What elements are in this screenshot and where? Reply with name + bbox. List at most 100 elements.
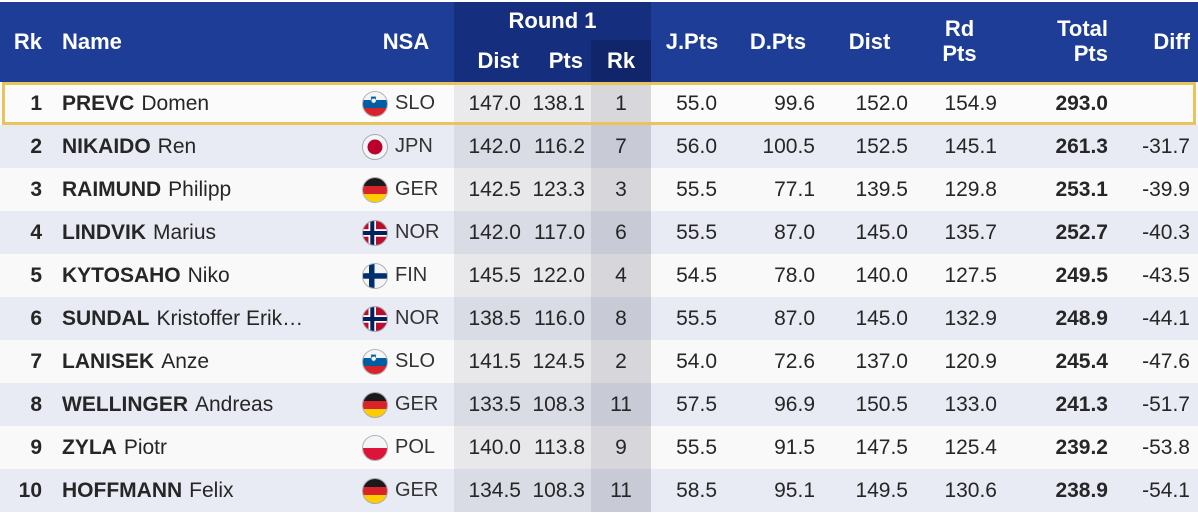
athlete-name-cell: RAIMUND Philipp xyxy=(48,168,358,211)
nsa-cell: GER xyxy=(358,383,454,426)
nsa-cell: GER xyxy=(358,168,454,211)
judge-points-cell: 55.5 xyxy=(676,177,717,201)
header-distance: Dist xyxy=(848,29,891,54)
round1-rank-cell: 1 xyxy=(591,82,651,125)
round1-rank-cell: 8 xyxy=(591,297,651,340)
header-distance-points: D.Pts xyxy=(749,29,807,54)
round1-distance-cell: 134.5 xyxy=(454,469,527,512)
round1-distance-cell: 140.0 xyxy=(454,426,527,469)
nor-flag-icon xyxy=(362,305,388,332)
total-points-cell: 252.7 xyxy=(1055,220,1108,244)
diff-cell: -53.8 xyxy=(1142,435,1190,459)
distance-cell: 152.0 xyxy=(855,91,908,115)
table-row[interactable]: 2 NIKAIDO Ren JPN 142.0 116.2 7 56.0 100.… xyxy=(0,125,1198,168)
rank-cell: 8 xyxy=(30,392,42,416)
diff-cell: -54.1 xyxy=(1142,478,1190,502)
slo-flag-icon xyxy=(362,90,388,117)
nsa-code: GER xyxy=(395,178,439,200)
distance-points-cell: 95.1 xyxy=(774,478,815,502)
distance-cell: 150.5 xyxy=(855,392,908,416)
judge-points-cell: 55.5 xyxy=(676,220,717,244)
header-round-points: Rd Pts xyxy=(942,16,977,66)
total-points-cell: 238.9 xyxy=(1055,478,1108,502)
round1-distance-cell: 147.0 xyxy=(454,82,527,125)
nsa-code: SLO xyxy=(395,92,436,114)
round1-distance-cell: 142.0 xyxy=(454,211,527,254)
round1-distance-cell: 141.5 xyxy=(454,340,527,383)
table-row[interactable]: 10 HOFFMANN Felix GER 134.5 108.3 11 58.5… xyxy=(0,469,1198,512)
total-points-cell: 253.1 xyxy=(1055,177,1108,201)
header-round1-group: Round 1 Dist Pts Rk xyxy=(454,2,651,82)
ger-flag-icon xyxy=(362,391,388,418)
nsa-code: FIN xyxy=(395,264,428,286)
nsa-code: SLO xyxy=(395,350,436,372)
rank-cell: 4 xyxy=(30,220,42,244)
table-row[interactable]: 1 PREVC Domen SLO 147.0 138.1 1 55.0 99.6… xyxy=(0,82,1198,125)
header-round1-label: Round 1 xyxy=(508,8,597,33)
nsa-cell: JPN xyxy=(358,125,454,168)
table-row[interactable]: 7 LANISEK Anze SLO 141.5 124.5 2 54.0 72.… xyxy=(0,340,1198,383)
judge-points-cell: 56.0 xyxy=(676,134,717,158)
round-points-cell: 154.9 xyxy=(944,91,997,115)
header-rank: Rk xyxy=(13,29,42,54)
total-points-cell: 248.9 xyxy=(1055,306,1108,330)
round-points-cell: 125.4 xyxy=(944,435,997,459)
distance-points-cell: 87.0 xyxy=(774,306,815,330)
table-row[interactable]: 6 SUNDAL Kristoffer Erik… NOR 138.5 116.0… xyxy=(0,297,1198,340)
rank-cell: 2 xyxy=(30,134,42,158)
athlete-given-name: Philipp xyxy=(168,177,232,201)
round-points-cell: 145.1 xyxy=(944,134,997,158)
athlete-surname: WELLINGER xyxy=(62,392,188,416)
athlete-name-cell: ZYLA Piotr xyxy=(48,426,358,469)
distance-cell: 145.0 xyxy=(855,306,908,330)
header-round1-pts: Pts xyxy=(548,48,583,73)
round1-distance-cell: 133.5 xyxy=(454,383,527,426)
distance-cell: 139.5 xyxy=(855,177,908,201)
header-round1-dist: Dist xyxy=(477,48,519,73)
table-row[interactable]: 5 KYTOSAHO Niko FIN 145.5 122.0 4 54.5 78… xyxy=(0,254,1198,297)
round1-points-cell: 116.2 xyxy=(527,125,591,168)
header-nsa: NSA xyxy=(382,29,430,54)
athlete-given-name: Kristoffer Erik… xyxy=(156,306,304,330)
distance-cell: 152.5 xyxy=(855,134,908,158)
table-row[interactable]: 4 LINDVIK Marius NOR 142.0 117.0 6 55.5 8… xyxy=(0,211,1198,254)
rank-cell: 6 xyxy=(30,306,42,330)
round1-points-cell: 138.1 xyxy=(527,82,591,125)
nsa-code: JPN xyxy=(395,135,433,157)
nsa-code: NOR xyxy=(395,307,440,329)
round1-distance-cell: 142.5 xyxy=(454,168,527,211)
diff-cell: -43.5 xyxy=(1142,263,1190,287)
round-points-cell: 130.6 xyxy=(944,478,997,502)
distance-points-cell: 87.0 xyxy=(774,220,815,244)
round1-rank-cell: 9 xyxy=(591,426,651,469)
athlete-surname: ZYLA xyxy=(62,435,117,459)
table-header: Rk Name NSA Round 1 Dist Pts Rk J.Pts D.… xyxy=(0,2,1198,82)
table-row[interactable]: 3 RAIMUND Philipp GER 142.5 123.3 3 55.5 … xyxy=(0,168,1198,211)
athlete-name-cell: SUNDAL Kristoffer Erik… xyxy=(48,297,358,340)
diff-cell: -31.7 xyxy=(1142,134,1190,158)
header-name: Name xyxy=(62,29,122,54)
round1-points-cell: 117.0 xyxy=(527,211,591,254)
fin-flag-icon xyxy=(362,262,388,289)
ger-flag-icon xyxy=(362,477,388,504)
round-points-cell: 120.9 xyxy=(944,349,997,373)
nsa-cell: SLO xyxy=(358,82,454,125)
diff-cell: -40.3 xyxy=(1142,220,1190,244)
diff-cell xyxy=(1116,82,1198,125)
athlete-name-cell: NIKAIDO Ren xyxy=(48,125,358,168)
table-row[interactable]: 9 ZYLA Piotr POL 140.0 113.8 9 55.5 91.5 … xyxy=(0,426,1198,469)
nsa-code: POL xyxy=(395,436,436,458)
athlete-surname: RAIMUND xyxy=(62,177,162,201)
nsa-cell: SLO xyxy=(358,340,454,383)
rank-cell: 10 xyxy=(18,478,42,502)
distance-cell: 147.5 xyxy=(855,435,908,459)
round1-distance-cell: 138.5 xyxy=(454,297,527,340)
jpn-flag-icon xyxy=(362,133,388,160)
nsa-code: GER xyxy=(395,393,439,415)
distance-cell: 145.0 xyxy=(855,220,908,244)
round1-distance-cell: 145.5 xyxy=(454,254,527,297)
table-row[interactable]: 8 WELLINGER Andreas GER 133.5 108.3 11 57… xyxy=(0,383,1198,426)
header-round1-rank: Rk xyxy=(591,40,651,82)
judge-points-cell: 54.5 xyxy=(676,263,717,287)
distance-cell: 137.0 xyxy=(855,349,908,373)
